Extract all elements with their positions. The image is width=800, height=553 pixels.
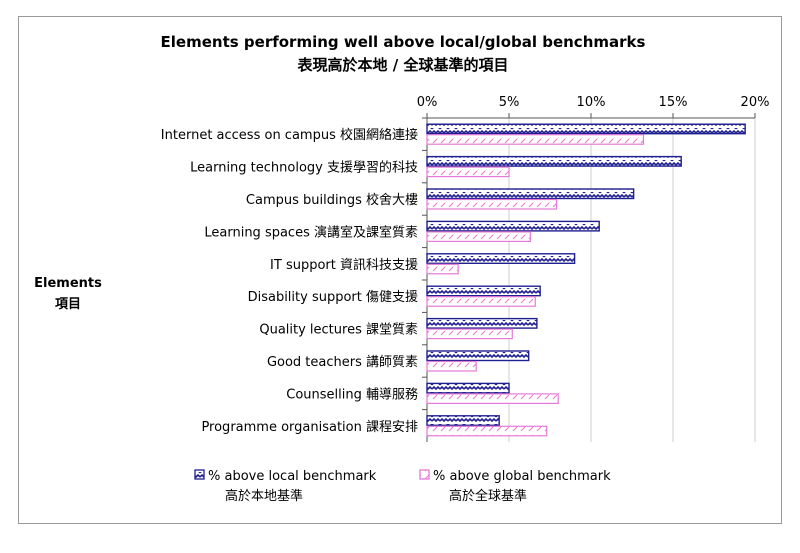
bar-global-benchmark (426, 425, 548, 437)
x-tick-label: 5% (499, 95, 520, 110)
category-label: Quality lectures 課堂質素 (259, 322, 418, 338)
category-label: Counselling 輔導服務 (286, 387, 418, 402)
bar-local-benchmark (426, 317, 538, 329)
bar-global-benchmark (426, 198, 558, 210)
category-label: Campus buildings 校舍大樓 (246, 192, 418, 208)
bar-local-benchmark (426, 253, 576, 265)
legend-swatch (419, 469, 430, 480)
bar-global-benchmark (426, 231, 531, 242)
category-label: Internet access on campus 校園網絡連接 (161, 127, 418, 143)
chart-frame (18, 16, 782, 524)
bar-global-benchmark (426, 166, 510, 178)
y-axis-label-zh: 項目 (55, 297, 81, 312)
chart-subtitle: 表現高於本地 / 全球基準的項目 (298, 56, 509, 74)
bar-global-benchmark (426, 134, 645, 145)
x-tick-label: 0% (417, 95, 438, 110)
y-axis-label: Elements (34, 276, 102, 291)
bar-local-benchmark (426, 382, 510, 394)
bar-local-benchmark (426, 220, 600, 232)
x-tick-label: 10% (577, 95, 606, 110)
legend-label: % above local benchmark (208, 469, 377, 484)
legend-label: % above global benchmark (433, 469, 611, 484)
bar-global-benchmark (426, 393, 559, 404)
bar-global-benchmark (426, 296, 536, 307)
bar-local-benchmark (426, 123, 746, 135)
bar-local-benchmark (426, 188, 635, 200)
category-label: Learning spaces 演講室及課室質素 (204, 224, 418, 240)
legend-swatch (194, 469, 205, 480)
x-tick-label: 15% (659, 95, 688, 110)
legend-label-zh: 高於全球基準 (449, 488, 527, 504)
legend-label-zh: 高於本地基準 (225, 488, 303, 504)
bar-local-benchmark (426, 350, 530, 362)
chart-title: Elements performing well above local/glo… (161, 33, 646, 51)
category-label: Learning technology 支援學習的科技 (190, 160, 418, 176)
bar-local-benchmark (426, 415, 500, 426)
category-label: Good teachers 講師質素 (267, 354, 418, 370)
bar-local-benchmark (426, 155, 682, 167)
bar-global-benchmark (426, 328, 513, 340)
category-label: Disability support 傷健支援 (248, 290, 418, 305)
bar-local-benchmark (426, 285, 541, 297)
category-label: IT support 資訊科技支援 (270, 258, 418, 273)
bar-global-benchmark (426, 360, 477, 372)
bar-global-benchmark (426, 263, 459, 275)
category-label: Programme organisation 課程安排 (201, 419, 418, 435)
x-tick-label: 20% (741, 95, 770, 110)
